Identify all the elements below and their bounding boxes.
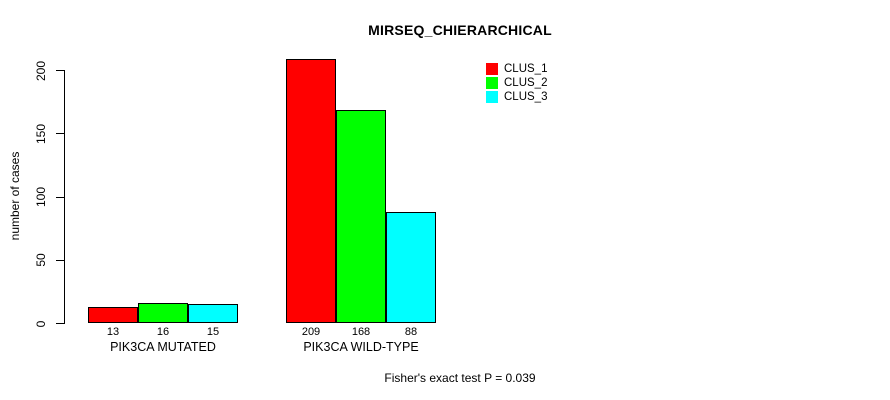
y-tick-label: 200 — [34, 60, 48, 81]
bar-clus_1-group2 — [286, 58, 336, 323]
y-tick — [56, 70, 64, 71]
legend-swatch-icon — [486, 91, 498, 103]
y-tick-label: 0 — [34, 320, 48, 327]
bar-clus_3-group2 — [386, 211, 436, 323]
y-tick — [56, 196, 64, 198]
y-tick — [56, 133, 64, 135]
bar-clus_1-group1 — [88, 306, 138, 323]
bar-value-label: 88 — [404, 326, 418, 338]
y-tick — [56, 323, 64, 324]
legend-item-clus_1: CLUS_1 — [486, 62, 547, 76]
y-tick-label: 150 — [34, 123, 48, 144]
legend-label: CLUS_1 — [504, 63, 548, 75]
y-tick-label: 50 — [34, 253, 48, 267]
bar-clus_3-group1 — [188, 304, 238, 323]
y-tick — [56, 259, 64, 261]
category-label: PIK3CA WILD-TYPE — [303, 340, 419, 354]
legend-swatch-icon — [486, 77, 498, 89]
legend-item-clus_3: CLUS_3 — [486, 90, 547, 104]
y-axis-line — [64, 70, 65, 324]
legend: CLUS_1 CLUS_2 CLUS_3 — [486, 62, 547, 104]
fisher-test-annotation: Fisher's exact test P = 0.039 — [384, 371, 536, 385]
bar-clus_2-group1 — [138, 302, 188, 323]
bar-clus_2-group2 — [336, 110, 386, 323]
legend-swatch-icon — [486, 63, 498, 75]
legend-item-clus_2: CLUS_2 — [486, 76, 547, 90]
y-tick-label: 100 — [34, 186, 48, 208]
category-label: PIK3CA MUTATED — [110, 340, 216, 354]
bar-value-label: 16 — [156, 326, 170, 338]
bar-value-label: 13 — [106, 326, 120, 338]
bar-value-label: 209 — [301, 326, 321, 338]
chart-title: MIRSEQ_CHIERARCHICAL — [368, 22, 552, 38]
bar-value-label: 15 — [206, 326, 220, 338]
bar-value-label: 168 — [351, 326, 371, 338]
legend-label: CLUS_3 — [504, 91, 548, 103]
legend-label: CLUS_2 — [504, 77, 548, 89]
